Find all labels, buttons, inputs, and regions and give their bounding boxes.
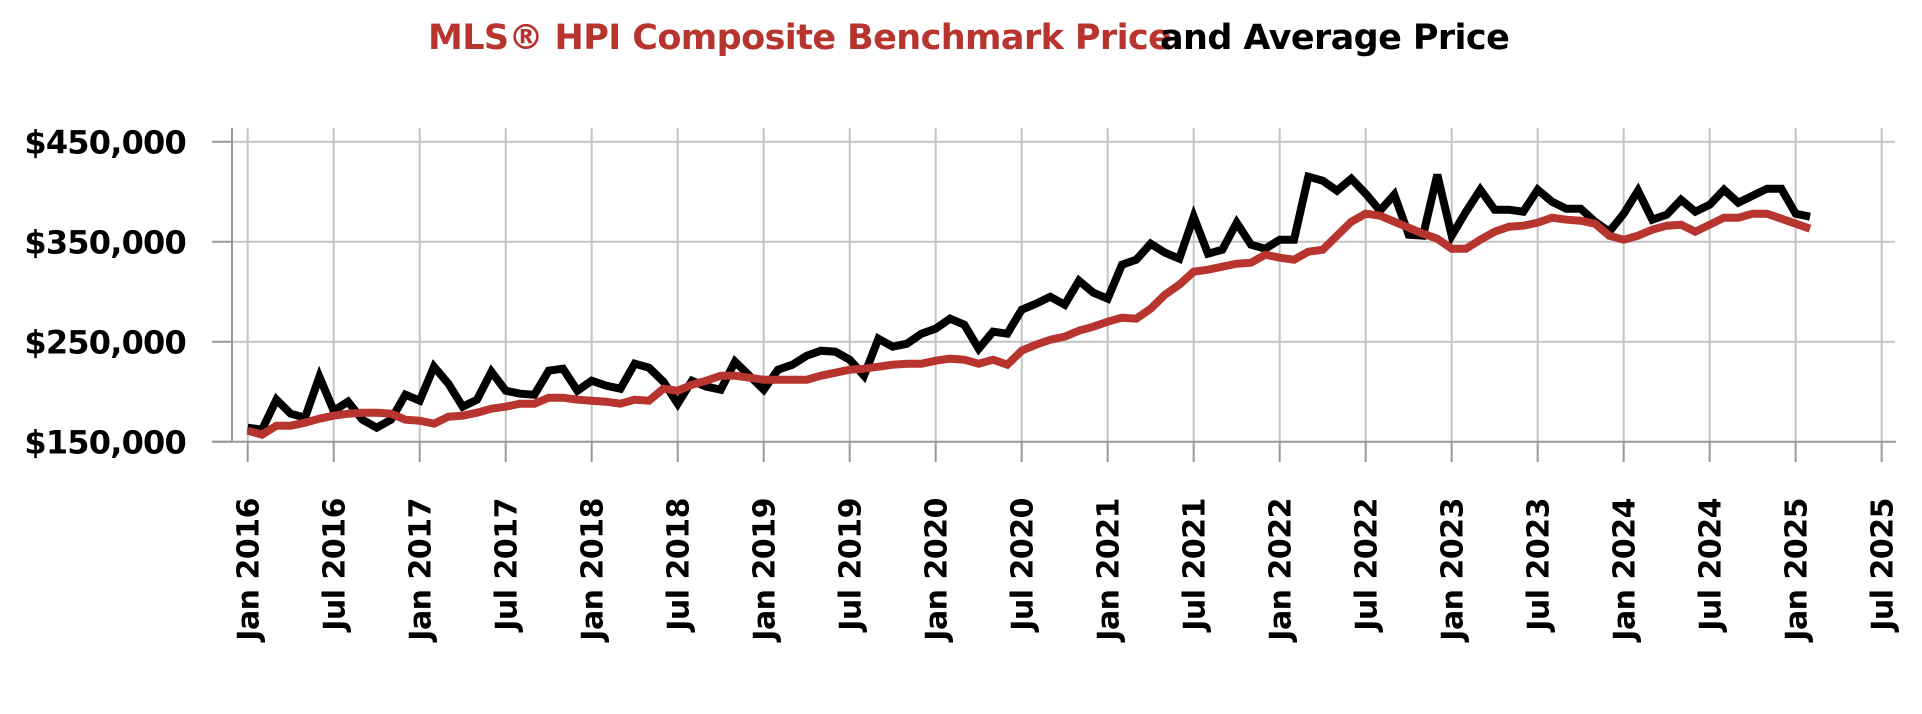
x-tick-label: Jul 2020	[1006, 498, 1041, 633]
axes	[212, 128, 1896, 462]
x-tick-label: Jul 2018	[662, 498, 697, 633]
x-tick-label: Jul 2025	[1866, 498, 1901, 633]
x-tick-label: Jul 2023	[1522, 498, 1557, 633]
x-tick-label: Jan 2024	[1608, 498, 1643, 643]
y-tick-label: $350,000	[24, 224, 186, 262]
x-tick-label: Jul 2019	[834, 498, 869, 633]
x-tick-label: Jan 2019	[748, 498, 783, 643]
x-tick-label: Jan 2022	[1264, 498, 1299, 643]
x-tick-label: Jul 2017	[490, 498, 525, 633]
x-tick-label: Jul 2022	[1350, 498, 1385, 633]
x-axis-labels: Jan 2016 Jul 2016 Jan 2017 Jul 2017 Jan 2018…	[232, 498, 1901, 643]
y-axis-labels: $150,000 $250,000 $350,000 $450,000	[24, 124, 186, 462]
x-tick-label: Jan 2018	[576, 498, 611, 643]
x-tick-label: Jan 2025	[1780, 498, 1815, 643]
x-tick-label: Jul 2021	[1178, 498, 1213, 633]
grid	[232, 128, 1895, 442]
y-tick-label: $250,000	[24, 324, 186, 362]
chart-title-average: and Average Price	[1160, 18, 1510, 58]
x-tick-label: Jan 2023	[1436, 498, 1471, 643]
series-line-average-price	[247, 171, 1811, 435]
x-tick-label: Jan 2016	[232, 498, 267, 643]
x-tick-label: Jan 2017	[404, 498, 439, 643]
y-tick-label: $450,000	[24, 124, 186, 162]
y-tick-label: $150,000	[24, 424, 186, 462]
chart-title-hpi: MLS® HPI Composite Benchmark Price	[428, 18, 1172, 58]
x-tick-label: Jan 2021	[1092, 498, 1127, 643]
series-line-hpi-benchmark	[246, 209, 1812, 440]
x-tick-label: Jan 2020	[920, 498, 955, 643]
x-tick-label: Jul 2024	[1694, 498, 1729, 633]
x-tick-label: Jul 2016	[318, 498, 353, 633]
series-lines	[246, 171, 1812, 440]
